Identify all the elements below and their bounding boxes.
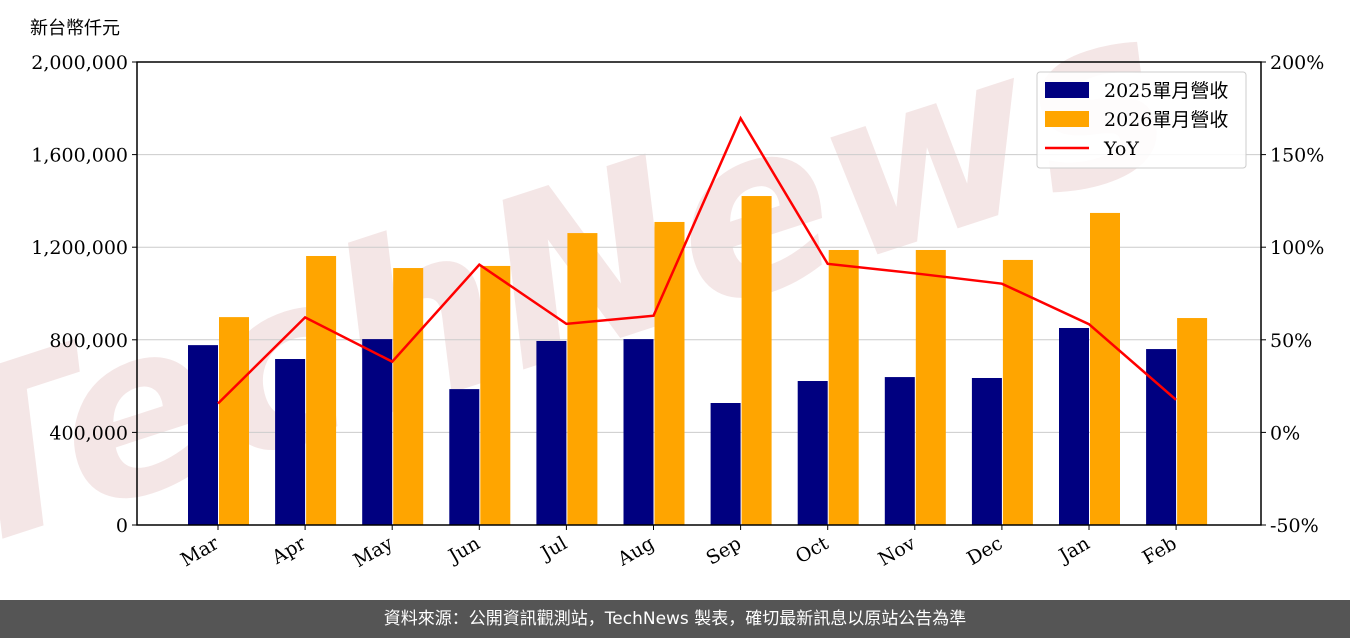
legend-swatch	[1045, 82, 1089, 98]
bar-2025單月營收-Feb	[1146, 349, 1177, 525]
x-tick-label: Jun	[443, 532, 484, 568]
x-tick-label: Dec	[963, 532, 1006, 570]
source-footer: 資料來源：公開資訊觀測站，TechNews 製表，確切最新訊息以原站公告為準	[0, 600, 1350, 638]
x-tick-label: Jan	[1054, 532, 1094, 568]
bar-2025單月營收-Jan	[1059, 327, 1089, 525]
bar-2026單月營收-Nov	[915, 249, 946, 525]
bar-2025單月營收-Jul	[536, 340, 567, 525]
y2-tick-label: 50%	[1270, 330, 1312, 352]
y2-tick-label: -50%	[1270, 515, 1319, 537]
x-tick-label: May	[350, 532, 397, 572]
x-tick-label: Apr	[267, 532, 310, 569]
legend-label: YoY	[1103, 138, 1139, 160]
y2-tick-label: 150%	[1270, 145, 1324, 167]
bar-2026單月營收-Jun	[480, 265, 511, 525]
bar-2025單月營收-Oct	[797, 381, 828, 525]
x-tick-label: Jul	[536, 532, 571, 565]
bar-2025單月營收-Sep	[710, 402, 741, 525]
y-tick-label: 400,000	[49, 422, 128, 444]
y-tick-label: 2,000,000	[31, 52, 128, 74]
y-tick-label: 0	[116, 515, 128, 537]
x-tick-label: Sep	[703, 532, 746, 569]
legend-label: 2025單月營收	[1104, 80, 1228, 102]
bar-2025單月營收-May	[362, 339, 393, 525]
legend	[1036, 71, 1247, 169]
bar-2026單月營收-May	[393, 268, 424, 525]
chart: TechNews0400,000800,0001,200,0001,600,00…	[0, 0, 1324, 600]
bar-2025單月營收-Apr	[275, 359, 306, 525]
bar-2026單月營收-Jan	[1090, 212, 1120, 526]
y-tick-label: 1,600,000	[31, 145, 128, 167]
bar-2026單月營收-Apr	[306, 255, 337, 525]
y-axis-label: 新台幣仟元	[30, 18, 120, 39]
x-tick-label: Oct	[792, 532, 833, 568]
bar-2026單月營收-Aug	[654, 221, 685, 526]
x-tick-label: Nov	[875, 532, 920, 571]
bar-2026單月營收-Jul	[567, 233, 598, 526]
legend-label: 2026單月營收	[1104, 109, 1228, 131]
bar-2026單月營收-Sep	[741, 196, 772, 525]
bar-2026單月營收-Oct	[828, 249, 859, 525]
x-tick-label: Feb	[1139, 532, 1181, 569]
bar-2025單月營收-Jun	[449, 389, 480, 525]
bar-2025單月營收-Dec	[971, 377, 1002, 525]
legend-swatch	[1045, 111, 1089, 127]
y2-tick-label: 0%	[1270, 422, 1300, 444]
y2-tick-label: 200%	[1270, 52, 1324, 74]
bar-2025單月營收-Mar	[188, 345, 218, 525]
y-tick-label: 800,000	[49, 330, 128, 352]
y-tick-label: 1,200,000	[31, 237, 128, 259]
bar-2026單月營收-Feb	[1177, 318, 1208, 525]
x-tick-label: Aug	[613, 532, 658, 571]
plot-frame	[136, 61, 1262, 526]
y2-tick-label: 100%	[1270, 237, 1324, 259]
bar-2026單月營收-Mar	[219, 317, 249, 525]
yoy-line	[217, 115, 1177, 405]
bar-2026單月營收-Dec	[1002, 259, 1033, 525]
bar-2025單月營收-Aug	[623, 339, 654, 525]
bar-2025單月營收-Nov	[884, 377, 915, 525]
x-tick-label: Mar	[177, 532, 223, 571]
